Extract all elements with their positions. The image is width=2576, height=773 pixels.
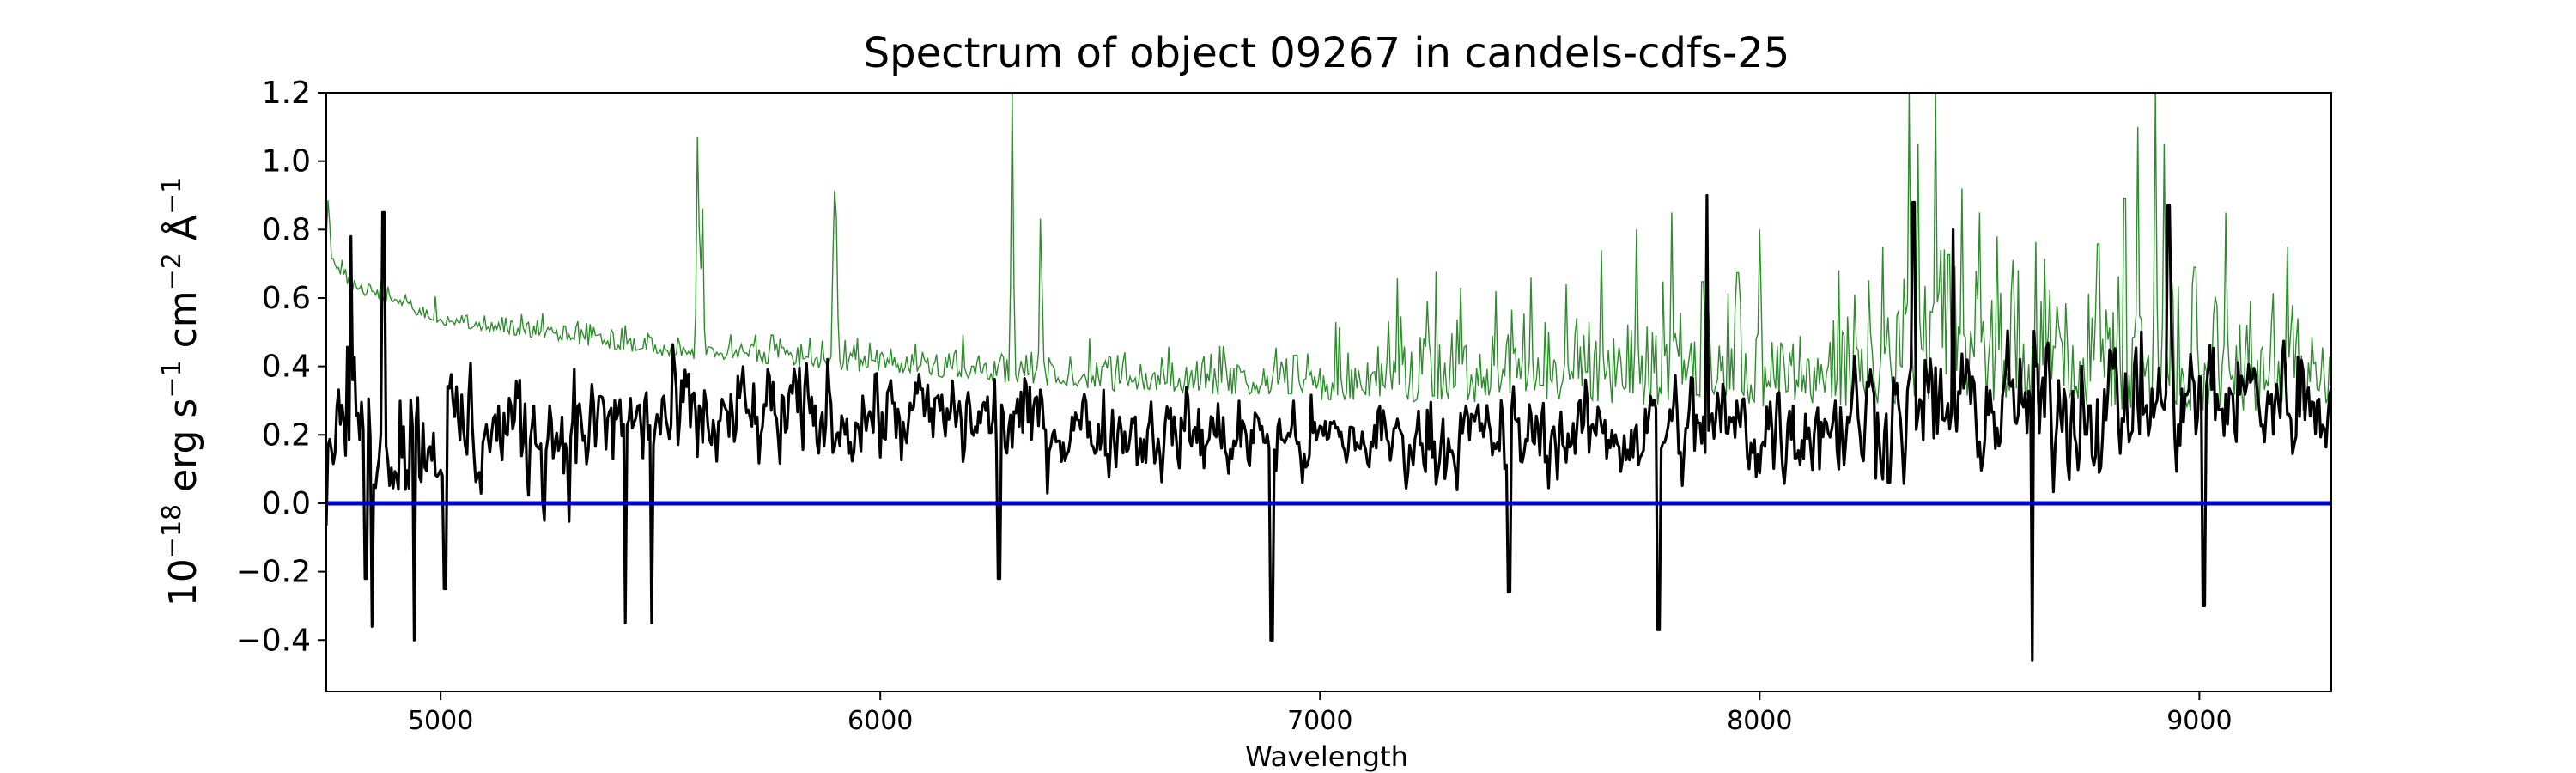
y-label-cm-exp: −2 — [157, 253, 187, 290]
uncertainty-series-line — [326, 93, 2331, 411]
y-tick-label: −0.2 — [236, 555, 311, 590]
y-tick-label: 0.6 — [262, 281, 311, 316]
x-tick-label: 5000 — [408, 706, 473, 736]
y-label-unit: Å — [160, 215, 205, 253]
plot-area — [326, 93, 2331, 662]
y-tick-label: 1.2 — [262, 76, 311, 111]
y-label-unit-exp: −1 — [157, 177, 187, 215]
y-tick-label: 0.8 — [262, 212, 311, 247]
x-tick-label: 6000 — [848, 706, 913, 736]
y-label-s-exp: −1 — [157, 360, 187, 398]
axes-frame — [325, 92, 2332, 692]
y-label-base: 10 — [161, 558, 205, 606]
y-tick-label: 0.4 — [262, 350, 311, 385]
y-tick-label: 0.0 — [262, 486, 311, 521]
y-label-cm: cm — [161, 290, 205, 360]
y-tick-label: 0.2 — [262, 417, 311, 453]
x-tick-label: 7000 — [1287, 706, 1352, 736]
y-axis-label: 10−18 erg s−1 cm−2 Å−1 — [157, 177, 205, 606]
y-axis-ticks: −0.4 −0.2 0.0 0.2 0.4 0.6 0.8 1.0 1.2 — [236, 76, 326, 658]
x-tick-label: 9000 — [2166, 706, 2232, 736]
y-tick-label: −0.4 — [236, 623, 311, 658]
y-label-erg-s: erg s — [161, 399, 205, 504]
flux-series-line — [326, 193, 2331, 662]
x-axis-ticks: 5000 6000 7000 8000 9000 — [408, 691, 2233, 736]
x-axis-label: Wavelength — [1245, 740, 1408, 773]
chart-title: Spectrum of object 09267 in candels-cdfs… — [864, 29, 1790, 77]
x-tick-label: 8000 — [1727, 706, 1792, 736]
y-tick-label: 1.0 — [262, 144, 311, 180]
y-label-exp: −18 — [157, 504, 187, 558]
